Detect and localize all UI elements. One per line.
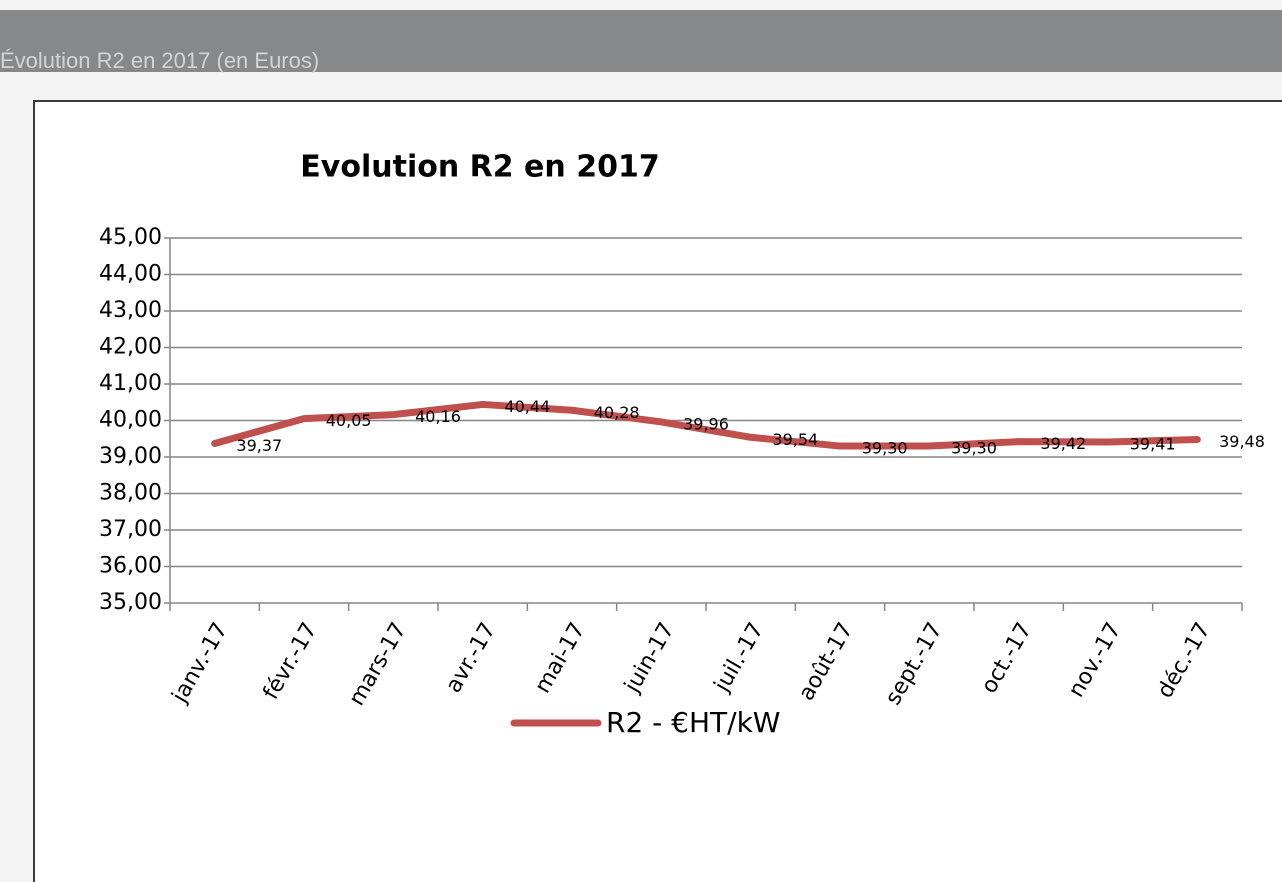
data-label: 40,05	[326, 411, 372, 430]
x-tick-label: avr.-17	[441, 619, 501, 698]
data-label: 39,37	[236, 436, 282, 455]
x-tick-label: nov.-17	[1064, 619, 1126, 702]
y-tick-label: 36,00	[99, 554, 162, 579]
y-tick-label: 38,00	[99, 481, 162, 506]
y-tick-label: 40,00	[99, 408, 162, 433]
data-label: 40,44	[504, 397, 550, 416]
chart-title: Evolution R2 en 2017	[300, 150, 659, 185]
data-label: 39,42	[1040, 434, 1086, 453]
y-tick-label: 43,00	[99, 298, 162, 323]
data-label: 39,30	[951, 439, 997, 458]
x-tick-label: févr.-17	[259, 619, 323, 704]
header-bar: Évolution R2 en 2017 (en Euros)	[0, 10, 1282, 73]
series-line	[211, 400, 1201, 450]
data-label: 39,30	[862, 439, 908, 458]
y-tick-label: 45,00	[99, 225, 162, 250]
x-tick-label: oct.-17	[977, 619, 1037, 698]
x-tick-label: juin-17	[620, 619, 680, 698]
data-label: 40,16	[415, 407, 461, 426]
x-tick-label: sept.-17	[881, 618, 948, 709]
data-label: 39,48	[1219, 432, 1265, 451]
y-tick-label: 35,00	[99, 590, 162, 615]
y-tick-label: 39,00	[99, 444, 162, 469]
header-title: Évolution R2 en 2017 (en Euros)	[0, 48, 320, 73]
x-tick-label: août-17	[794, 619, 858, 706]
x-tick-label: déc.-17	[1153, 619, 1216, 703]
data-label: 39,41	[1130, 435, 1176, 454]
x-tick-label: mai-17	[530, 619, 590, 698]
y-tick-label: 44,00	[99, 262, 162, 287]
data-label: 39,96	[683, 414, 729, 433]
data-label: 39,54	[772, 430, 818, 449]
data-label: 40,28	[594, 403, 640, 422]
y-tick-label: 41,00	[99, 371, 162, 396]
legend-label: R2 - €HT/kW	[606, 706, 780, 739]
y-tick-label: 37,00	[99, 517, 162, 542]
y-tick-label: 42,00	[99, 335, 162, 360]
x-tick-label: juil.-17	[709, 619, 769, 698]
chart-panel	[33, 100, 1282, 882]
x-tick-label: mars-17	[344, 619, 411, 711]
x-tick-label: janv.-17	[167, 619, 233, 708]
